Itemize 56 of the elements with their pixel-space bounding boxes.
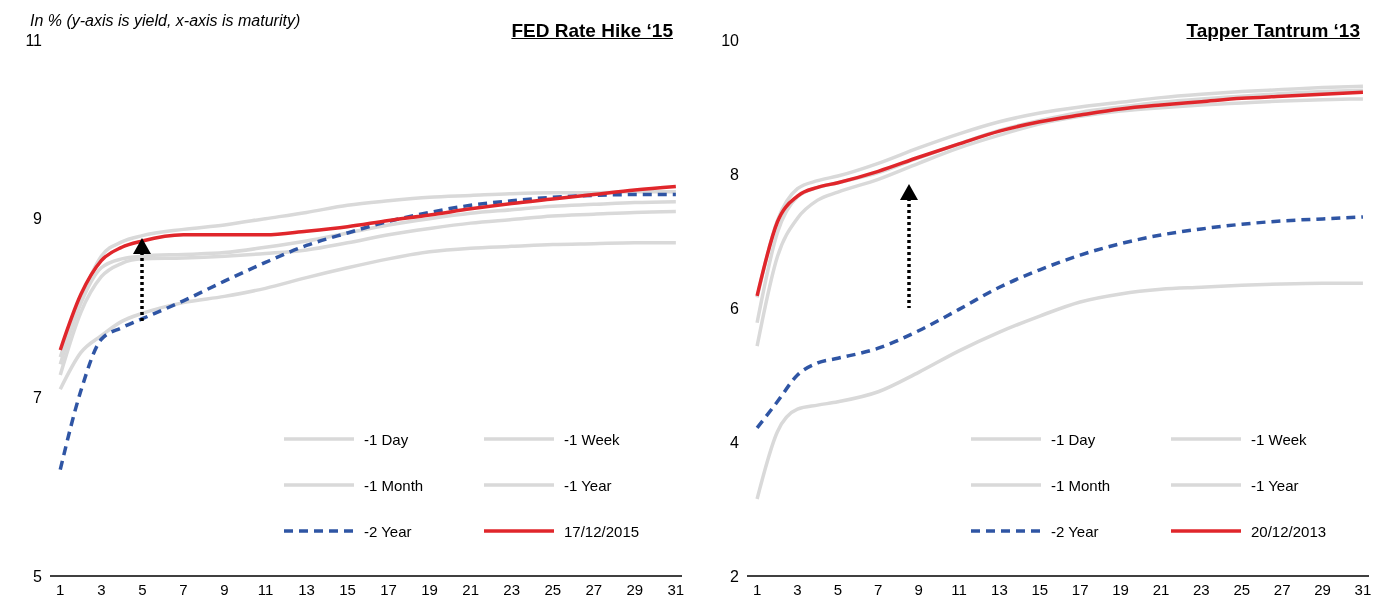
y-tick-label: 9 xyxy=(33,210,43,228)
legend-label: -1 Day xyxy=(364,430,409,448)
x-tick-label: 5 xyxy=(833,580,843,598)
legend-label: -1 Month xyxy=(364,476,424,494)
legend-label: 20/12/2013 xyxy=(1251,522,1327,540)
y-tick-label: 10 xyxy=(721,31,740,49)
x-tick-label: 15 xyxy=(339,580,356,598)
x-tick-label: 17 xyxy=(380,580,397,598)
y-tick-label: 8 xyxy=(730,165,740,183)
y-tick-label: 6 xyxy=(730,299,740,317)
legend-label: -1 Month xyxy=(1051,476,1111,494)
y-tick-label: 2 xyxy=(730,567,740,585)
y-tick-label: 4 xyxy=(730,433,740,451)
x-tick-label: 31 xyxy=(1354,580,1372,598)
legend-label: -1 Year xyxy=(1251,476,1299,494)
y-tick-label: 11 xyxy=(25,31,43,49)
x-tick-label: 13 xyxy=(991,580,1008,598)
chart-title: FED Rate Hike ‘15 xyxy=(511,20,673,42)
x-tick-label: 27 xyxy=(585,580,603,598)
legend-label: 17/12/2015 xyxy=(564,522,640,540)
x-tick-label: 7 xyxy=(179,580,188,598)
x-tick-label: 29 xyxy=(626,580,644,598)
x-tick-label: 9 xyxy=(914,580,923,598)
x-tick-label: 3 xyxy=(793,580,802,598)
x-tick-label: 25 xyxy=(544,580,562,598)
x-tick-label: 19 xyxy=(421,580,438,598)
x-tick-label: 21 xyxy=(1152,580,1170,598)
y-tick-label: 5 xyxy=(33,567,43,585)
x-tick-label: 31 xyxy=(667,580,685,598)
x-tick-label: 25 xyxy=(1233,580,1251,598)
legend-label: -1 Day xyxy=(1051,430,1096,448)
x-tick-label: 29 xyxy=(1314,580,1331,598)
x-tick-label: 11 xyxy=(257,580,274,598)
x-tick-label: 15 xyxy=(1031,580,1049,598)
x-tick-label: 3 xyxy=(97,580,106,598)
legend-label: -1 Week xyxy=(564,430,620,448)
text: In % (y-axis is yield, x-axis is maturity) xyxy=(30,12,301,30)
x-tick-label: 1 xyxy=(752,580,762,598)
legend-label: -2 Year xyxy=(364,522,412,540)
chart-title: Tapper Tantrum ‘13 xyxy=(1186,20,1360,42)
x-tick-label: 27 xyxy=(1273,580,1291,598)
y-tick-label: 7 xyxy=(33,389,43,407)
x-tick-label: 23 xyxy=(1193,580,1210,598)
x-tick-label: 9 xyxy=(220,580,229,598)
x-tick-label: 17 xyxy=(1071,580,1089,598)
x-tick-label: 19 xyxy=(1112,580,1129,598)
legend-label: -1 Week xyxy=(1251,430,1307,448)
x-tick-label: 11 xyxy=(951,580,967,598)
x-tick-label: 7 xyxy=(874,580,883,598)
legend-label: -1 Year xyxy=(564,476,612,494)
x-tick-label: 13 xyxy=(298,580,315,598)
x-tick-label: 1 xyxy=(56,580,65,598)
x-tick-label: 23 xyxy=(503,580,521,598)
legend-label: -2 Year xyxy=(1051,522,1099,540)
x-tick-label: 5 xyxy=(138,580,147,598)
x-tick-label: 21 xyxy=(462,580,479,598)
